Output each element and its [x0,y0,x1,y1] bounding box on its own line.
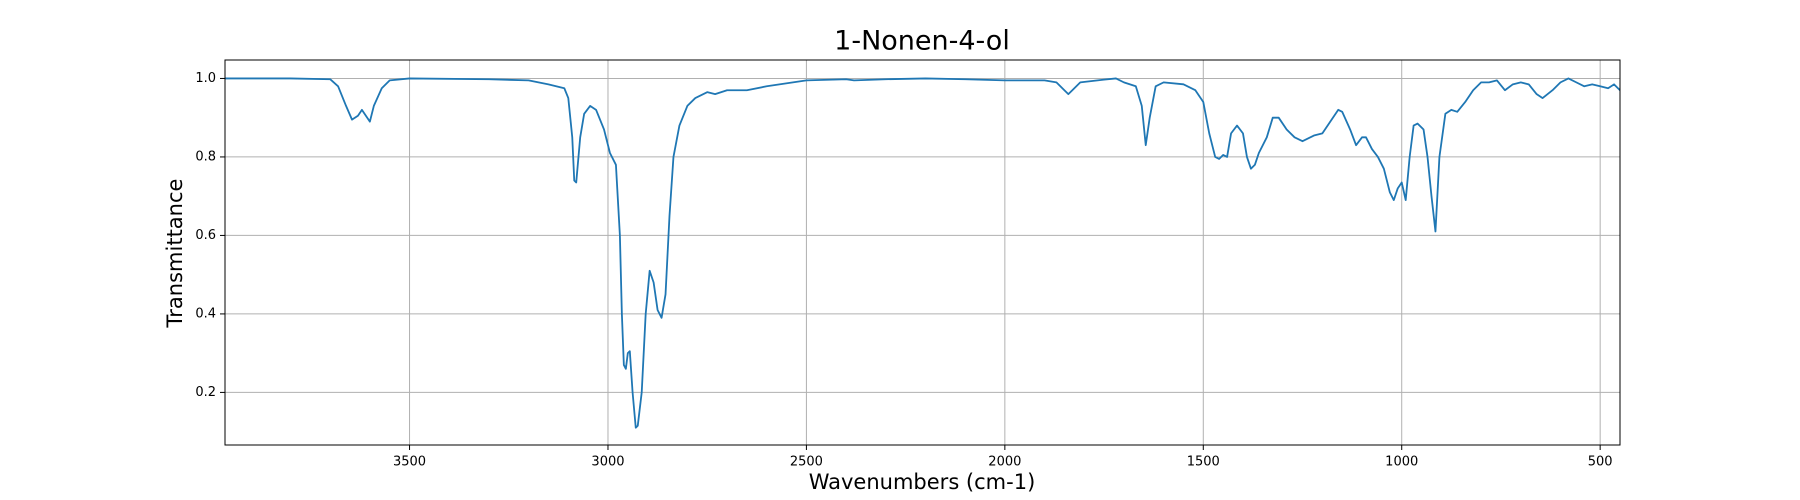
chart-title: 1-Nonen-4-ol [834,26,1010,57]
x-tick-label: 2000 [988,455,1021,470]
y-tick-label: 0.6 [195,228,216,243]
x-tick-label: 3000 [591,455,624,470]
x-axis-label: Wavenumbers (cm-1) [809,470,1036,494]
x-tick-label: 3500 [393,455,426,470]
x-tick-label: 1500 [1187,455,1220,470]
y-tick-label: 0.8 [195,149,216,164]
y-tick-label: 0.4 [195,306,216,321]
y-tick-label: 0.2 [195,385,216,400]
y-tick-label: 1.0 [195,71,216,86]
y-axis-label: Transmittance [163,179,187,329]
x-tick-label: 1000 [1385,455,1418,470]
x-tick-label: 2500 [790,455,823,470]
plot-frame [224,59,1621,446]
x-tick-label: 500 [1588,455,1613,470]
spectrum-line [225,77,1621,429]
